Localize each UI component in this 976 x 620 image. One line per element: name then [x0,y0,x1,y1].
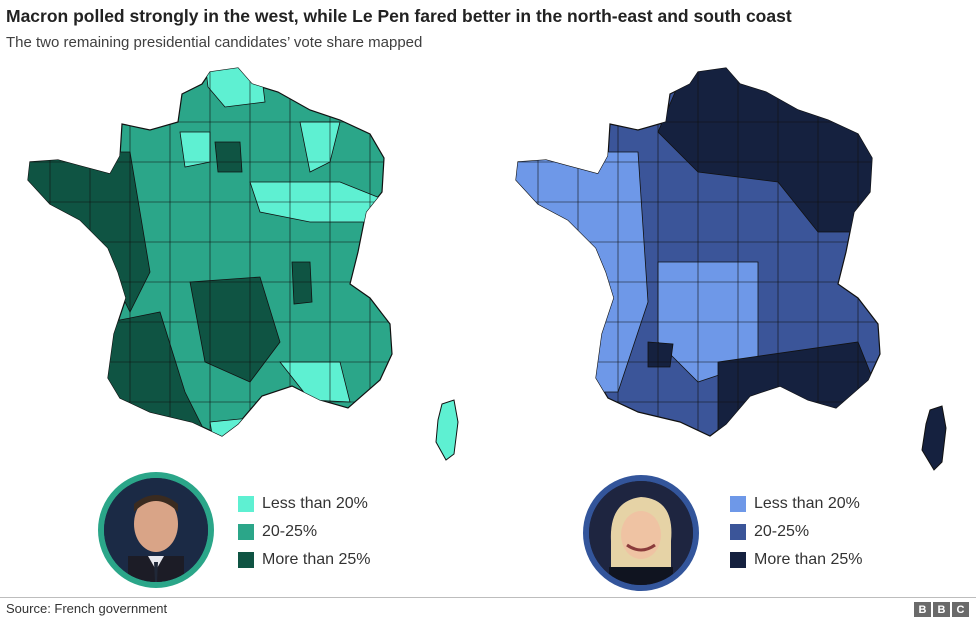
legend-swatch [730,552,746,568]
legend-swatch [730,496,746,512]
legend-label: More than 25% [754,551,863,568]
legend-item: More than 25% [238,546,371,574]
legend-lepen: Less than 20% 20-25% More than 25% [730,490,863,574]
region-east-dark [291,261,313,305]
legend-macron: Less than 20% 20-25% More than 25% [238,490,371,574]
lepen-portrait [583,475,699,591]
legend-item: Less than 20% [730,490,863,518]
footer-divider [0,597,976,598]
legend-swatch [238,552,254,568]
chart-subtitle: The two remaining presidential candidate… [6,34,423,51]
macron-portrait [98,472,214,588]
bbc-logo: B B C [914,602,969,617]
source-note: Source: French government [6,601,168,616]
macron-vote-share-map [27,67,459,461]
legend-swatch [730,524,746,540]
bbc-logo-letter: B [914,602,931,617]
legend-item: 20-25% [730,518,863,546]
legend-label: More than 25% [262,551,371,568]
legend-swatch [238,524,254,540]
legend-item: 20-25% [238,518,371,546]
legend-swatch [238,496,254,512]
bbc-logo-letter: C [952,602,969,617]
bbc-logo-letter: B [933,602,950,617]
corsica-right [921,405,947,471]
region-paris [214,141,243,173]
region-southwest-dark [647,341,674,368]
chart-title: Macron polled strongly in the west, whil… [6,6,792,26]
legend-item: More than 25% [730,546,863,574]
lepen-avatar-icon [589,481,693,585]
legend-item: Less than 20% [238,490,371,518]
corsica-left [435,399,459,461]
region-west [28,151,151,313]
macron-avatar-icon [104,478,208,582]
legend-label: Less than 20% [754,495,860,512]
legend-label: Less than 20% [262,495,368,512]
lepen-vote-share-map [515,67,947,471]
legend-label: 20-25% [262,523,318,540]
legend-label: 20-25% [754,523,810,540]
